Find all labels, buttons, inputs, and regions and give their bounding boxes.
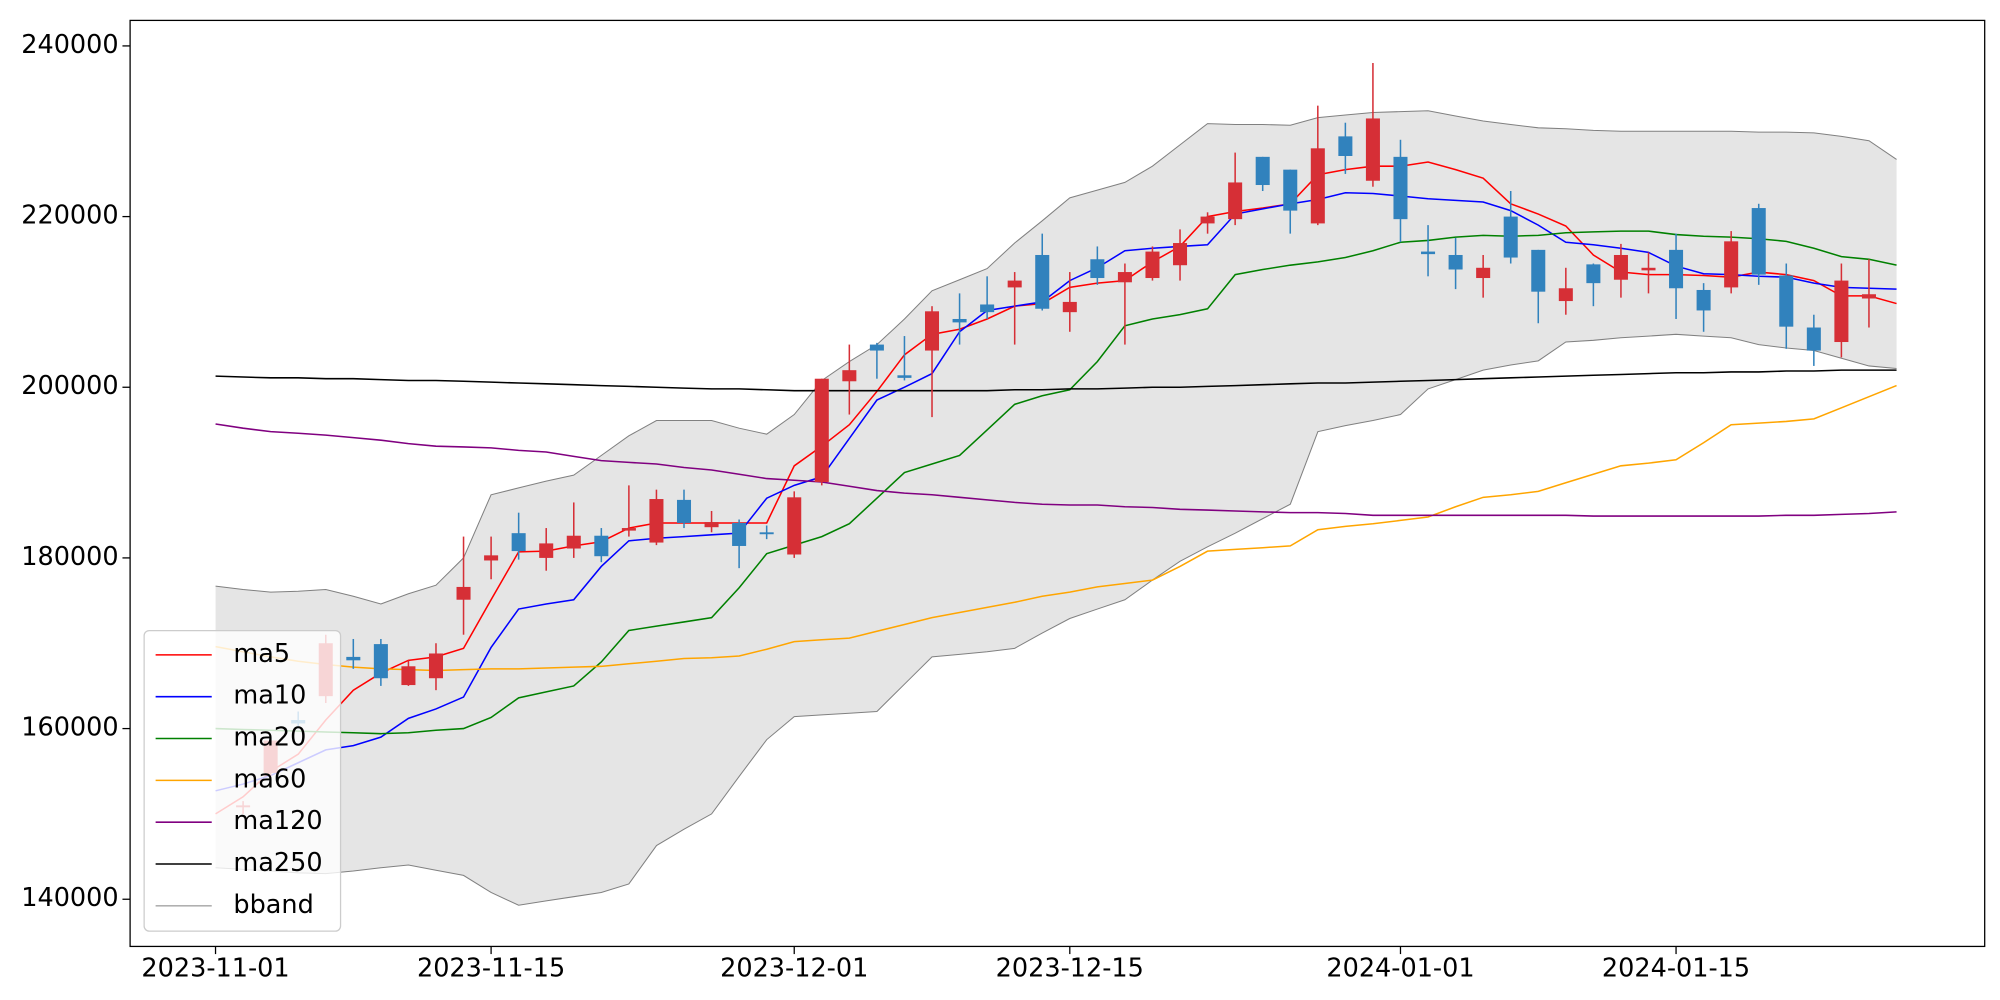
candle-body (952, 318, 967, 323)
x-tick-label: 2023-11-15 (417, 953, 565, 983)
candle-body (980, 304, 995, 313)
band-edge (215, 333, 1897, 906)
candle-body (1062, 301, 1077, 313)
ma-line (215, 384, 1897, 672)
candle-body (566, 535, 581, 549)
candle-body (1007, 280, 1022, 288)
candle-body (346, 656, 361, 661)
x-tick-label: 2024-01-15 (1602, 953, 1750, 983)
candle-body (539, 543, 554, 558)
x-tick-label: 2023-12-01 (720, 953, 868, 983)
band-edge (215, 110, 1897, 605)
candle-body (897, 375, 912, 378)
candle-body (704, 522, 719, 528)
ma-line (215, 369, 1897, 392)
candle-body (1145, 251, 1160, 279)
candle-body (621, 528, 636, 531)
candle-body (1613, 254, 1628, 280)
y-tick-label: 240000 (21, 30, 118, 60)
candle-body (924, 311, 940, 351)
x-tick-label: 2024-01-01 (1326, 953, 1474, 983)
candle-body (1283, 169, 1298, 211)
candle-body (1558, 288, 1573, 302)
candle-body (842, 370, 857, 382)
candle-body (1476, 267, 1491, 279)
candle-body (1834, 280, 1849, 343)
band-fill (215, 110, 1897, 906)
candle-body (484, 555, 499, 561)
candle-body (1751, 208, 1766, 275)
candle-body (1035, 254, 1050, 309)
legend-label: ma5 (233, 639, 290, 669)
candle-body (649, 499, 664, 543)
candle-body (1393, 156, 1408, 220)
candle-body (759, 532, 774, 535)
candle-body (511, 533, 526, 552)
legend-label: ma120 (233, 806, 322, 836)
candle-body (732, 522, 747, 546)
y-tick-label: 160000 (21, 713, 118, 743)
candle-body (1228, 182, 1243, 220)
candle-body (1310, 148, 1325, 224)
candle-body (1641, 267, 1656, 271)
candle-body (1448, 254, 1463, 270)
plot-frame (129, 19, 1986, 948)
x-tick-label: 2023-12-15 (996, 953, 1144, 983)
legend-label: ma10 (233, 681, 306, 711)
y-tick-label: 200000 (21, 371, 118, 401)
candle-body (1696, 289, 1711, 311)
candle-body (594, 535, 609, 557)
candle-body (1365, 118, 1380, 181)
y-tick-label: 220000 (21, 201, 118, 231)
candle-body (1503, 216, 1518, 258)
y-tick-label: 140000 (21, 883, 118, 913)
y-tick-label: 180000 (21, 542, 118, 572)
candle-body (428, 653, 444, 679)
ma-line (215, 230, 1897, 735)
candle-body (1255, 156, 1270, 186)
candle-body (456, 586, 471, 600)
candle-body (401, 666, 416, 686)
legend-label: ma60 (233, 764, 306, 794)
candle-body (1779, 275, 1794, 327)
x-tick-label: 2023-11-01 (141, 953, 289, 983)
legend-label: ma20 (233, 723, 306, 753)
candle-body (373, 644, 388, 679)
candle-body (676, 499, 692, 523)
candle-body (1090, 259, 1105, 279)
candle-body (1586, 264, 1601, 284)
candle-body (787, 497, 802, 555)
legend: ma5 ma10 ma20 ma60 ma120 ma250 bband (143, 629, 342, 932)
candle-body (1173, 243, 1188, 266)
candle-body (869, 344, 884, 351)
legend-box (143, 629, 342, 932)
candle-body (1200, 216, 1215, 224)
candle-body (1806, 327, 1821, 351)
candle-body (1117, 272, 1132, 283)
ma-line (215, 423, 1897, 517)
legend-label: ma250 (233, 848, 322, 878)
candle-body (1338, 136, 1353, 157)
candle-body (1724, 241, 1739, 288)
candle-body (1669, 249, 1684, 289)
candle-body (1861, 294, 1876, 299)
legend-label: bband (233, 890, 313, 920)
candle-body (1531, 249, 1546, 292)
candle-body (814, 378, 829, 482)
ma-line (215, 191, 1897, 792)
candle-body (1421, 251, 1436, 255)
